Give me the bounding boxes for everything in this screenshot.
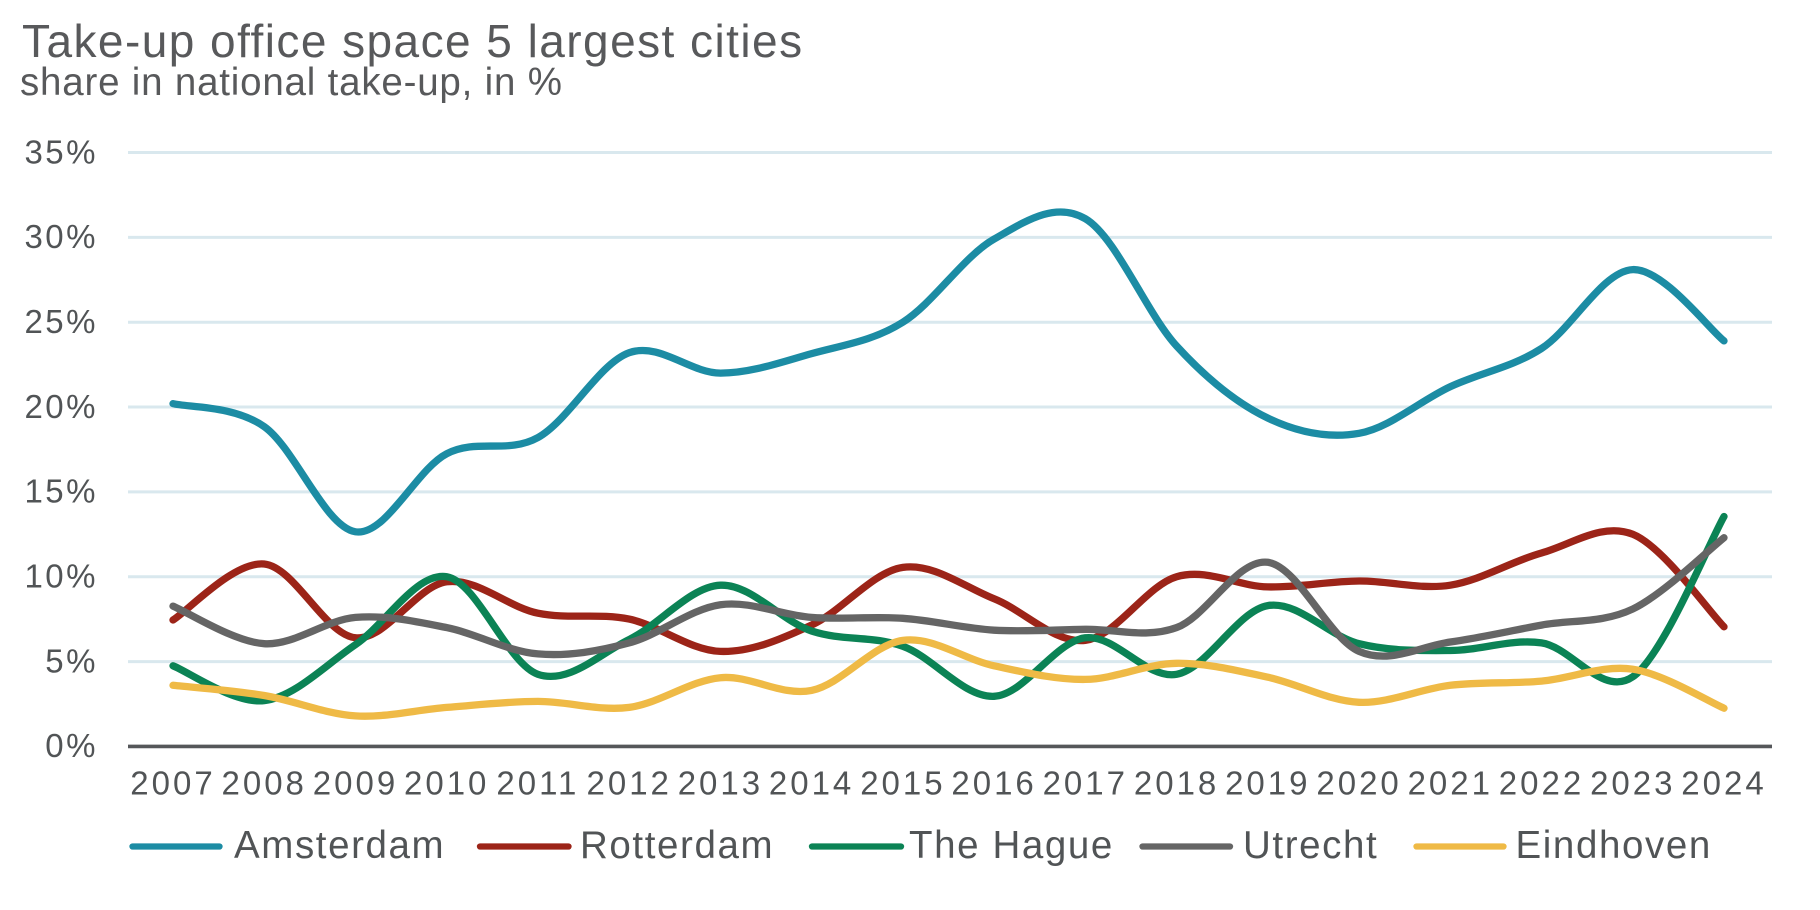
svg-text:2011: 2011 [496, 765, 579, 802]
svg-text:2019: 2019 [1225, 765, 1310, 802]
svg-text:15%: 15% [24, 473, 98, 510]
svg-text:Amsterdam: Amsterdam [234, 824, 445, 867]
svg-text:The Hague: The Hague [909, 824, 1114, 867]
svg-text:Utrecht: Utrecht [1243, 824, 1378, 867]
svg-text:2021: 2021 [1408, 765, 1493, 802]
svg-text:2020: 2020 [1316, 765, 1401, 802]
svg-text:2014: 2014 [769, 765, 854, 802]
svg-text:2009: 2009 [313, 765, 398, 802]
svg-text:2013: 2013 [678, 765, 763, 802]
svg-text:Rotterdam: Rotterdam [580, 824, 774, 867]
svg-text:25%: 25% [24, 303, 98, 340]
svg-text:2023: 2023 [1590, 765, 1675, 802]
svg-text:20%: 20% [24, 388, 98, 425]
svg-text:5%: 5% [45, 642, 98, 679]
svg-text:Take-up office space 5 largest: Take-up office space 5 largest cities [22, 15, 804, 67]
svg-text:2017: 2017 [1043, 765, 1128, 802]
svg-text:2015: 2015 [860, 765, 945, 802]
svg-text:2016: 2016 [951, 765, 1036, 802]
svg-text:2007: 2007 [130, 765, 215, 802]
svg-text:10%: 10% [24, 558, 98, 595]
svg-text:30%: 30% [24, 218, 98, 255]
svg-text:2010: 2010 [404, 765, 489, 802]
svg-text:2024: 2024 [1681, 765, 1766, 802]
svg-text:2012: 2012 [586, 765, 671, 802]
svg-text:share in national take-up, in: share in national take-up, in % [20, 61, 563, 104]
svg-text:35%: 35% [24, 133, 98, 170]
svg-text:2018: 2018 [1134, 765, 1219, 802]
svg-text:2022: 2022 [1499, 765, 1584, 802]
svg-text:2008: 2008 [221, 765, 306, 802]
svg-text:0%: 0% [45, 727, 98, 764]
svg-text:Eindhoven: Eindhoven [1516, 824, 1712, 867]
